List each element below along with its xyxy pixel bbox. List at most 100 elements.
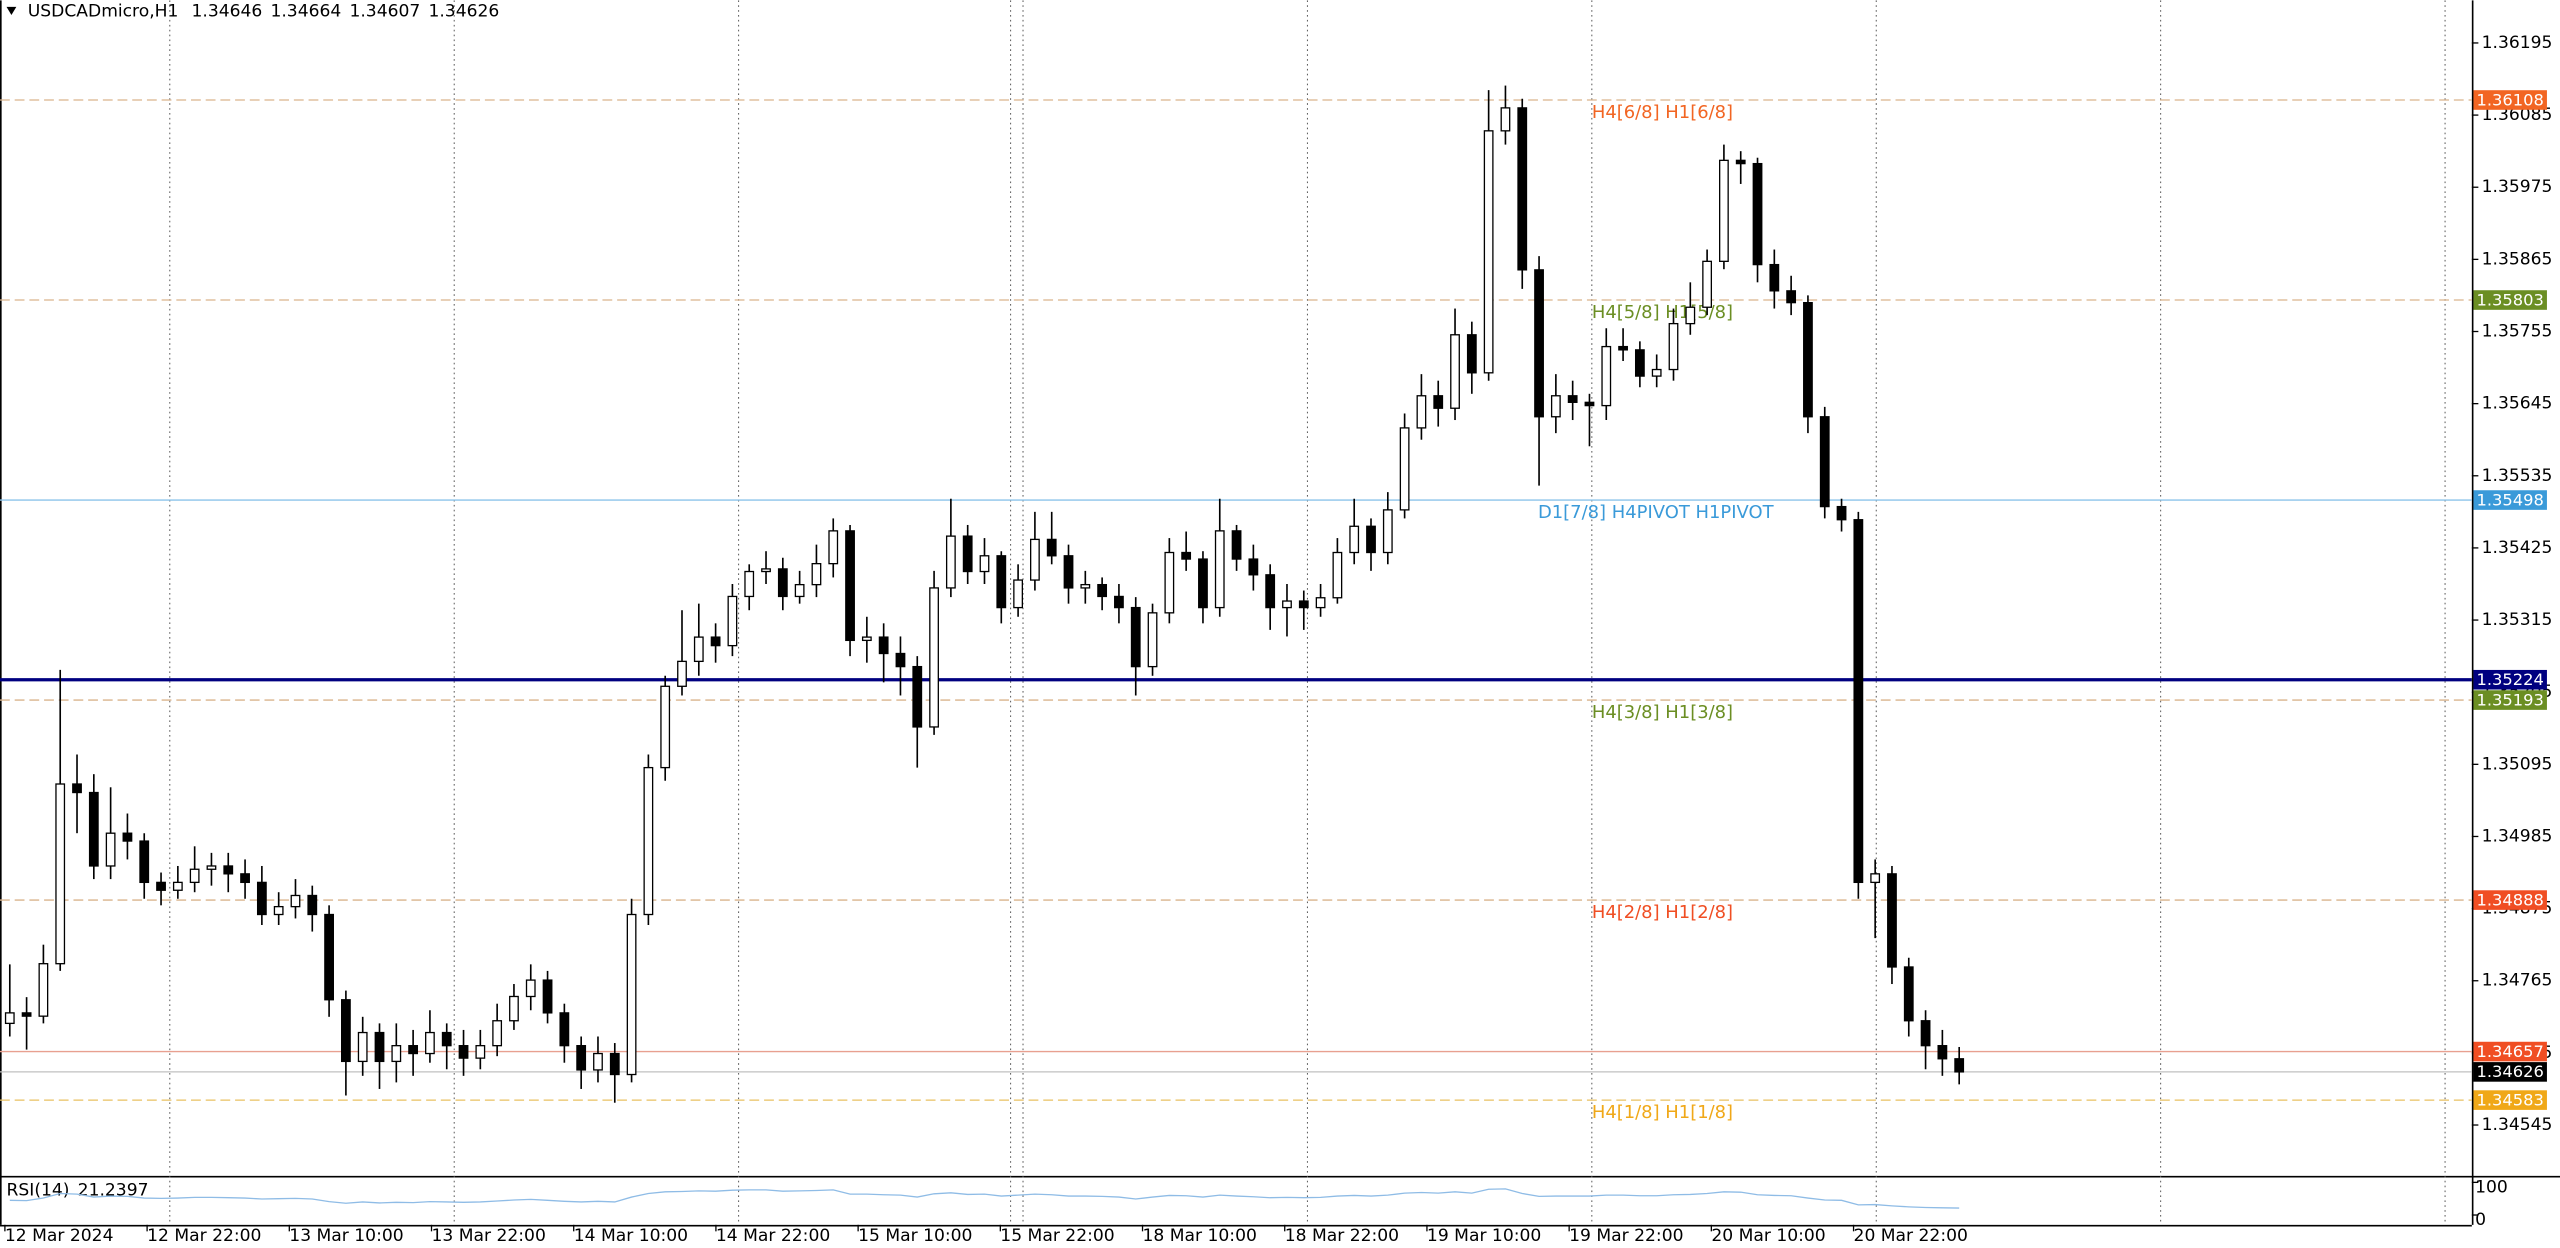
candle: [509, 984, 519, 1030]
candle: [576, 1036, 587, 1089]
candle-body: [1433, 395, 1444, 409]
candle: [1483, 90, 1494, 381]
candle-body: [1349, 525, 1360, 554]
price-box-label: 1.35498: [2476, 490, 2543, 509]
candle-body: [408, 1045, 419, 1055]
candle: [1887, 865, 1897, 985]
candle: [38, 944, 49, 1024]
candle-body: [1080, 583, 1091, 589]
candle: [290, 879, 301, 919]
candle-body: [1013, 579, 1023, 609]
candle: [1702, 249, 1713, 316]
price-box: [2473, 890, 2547, 910]
candle-body: [542, 979, 553, 1014]
level-label: H4[3/8] H1[3/8]: [1592, 702, 1733, 723]
candle-body: [626, 913, 637, 1076]
candle: [156, 872, 166, 906]
candle-body: [256, 881, 267, 916]
candle-body: [509, 995, 519, 1022]
candle-body: [1164, 551, 1175, 614]
candle: [744, 564, 755, 611]
candle: [1534, 256, 1544, 486]
candle: [1466, 321, 1477, 394]
candle-body: [710, 636, 721, 647]
candle: [139, 833, 150, 899]
candle: [945, 498, 956, 598]
candle: [1685, 282, 1696, 335]
candle: [996, 551, 1007, 624]
level-label: H4[2/8] H1[2/8]: [1592, 902, 1733, 923]
candle: [895, 636, 906, 696]
price-box-label: 1.36108: [2476, 90, 2543, 109]
candle: [1853, 511, 1864, 899]
candle: [525, 964, 536, 1011]
y-tick-label: 1.35315: [2482, 610, 2553, 630]
candle-body: [1752, 162, 1763, 266]
candle: [206, 852, 217, 886]
candle: [122, 813, 133, 860]
candle-body: [1870, 873, 1881, 884]
x-tick-label: 19 Mar 10:00: [1427, 1226, 1541, 1246]
candle: [223, 852, 234, 893]
rsi-value: 21.2397: [78, 1181, 149, 1201]
candle-body: [1366, 525, 1376, 554]
candle: [1433, 380, 1444, 427]
candle: [1937, 1029, 1948, 1076]
candle: [1046, 511, 1057, 565]
candle: [1450, 308, 1460, 421]
candle-body: [777, 568, 788, 598]
candle-body: [1685, 306, 1696, 325]
candle: [777, 557, 788, 611]
candle-body: [206, 865, 217, 870]
candle: [4, 964, 15, 1037]
level-label: D1[7/8] H4PIVOT H1PIVOT: [1538, 502, 1775, 523]
candle-body: [609, 1052, 620, 1076]
candle: [1214, 498, 1225, 617]
price-box-label: 1.34583: [2476, 1090, 2543, 1109]
candle-body: [21, 1012, 32, 1017]
y-tick-label: 1.35425: [2482, 538, 2553, 558]
candle: [1903, 957, 1914, 1037]
candle: [1097, 577, 1108, 611]
candle: [609, 1043, 620, 1103]
close: 1.34626: [428, 2, 499, 22]
candle-body: [172, 881, 183, 891]
price-box: [2473, 490, 2547, 510]
candle-body: [1634, 349, 1645, 377]
collapse-triangle[interactable]: [6, 6, 17, 16]
candle: [1080, 570, 1091, 604]
candle: [912, 656, 923, 768]
price-box: [2473, 669, 2547, 690]
candle: [1500, 85, 1511, 145]
candle-body: [1786, 290, 1797, 304]
open: 1.34646: [191, 2, 262, 22]
price-box-label: 1.34888: [2476, 890, 2543, 909]
candle: [425, 1010, 435, 1063]
candle: [1584, 393, 1595, 447]
candle-body: [240, 873, 250, 884]
candle-body: [441, 1031, 452, 1047]
candle-body: [895, 652, 906, 668]
candle-body: [1382, 509, 1393, 554]
candle-body: [962, 535, 973, 573]
y-tick-label: 1.34765: [2482, 971, 2553, 991]
header: USDCADmicro,H1 1.34646 1.34664 1.34607 1.346…: [28, 2, 500, 22]
candle-body: [1769, 263, 1780, 292]
y-tick-label: 1.36085: [2482, 105, 2553, 125]
candle-body: [1466, 334, 1477, 374]
symbol: USDCADmicro,H1: [28, 2, 179, 22]
candle: [458, 1029, 469, 1076]
candle: [1920, 1010, 1931, 1070]
candle-body: [324, 913, 334, 1001]
candle: [1517, 98, 1528, 289]
candle: [878, 623, 889, 683]
y-tick-label: 1.34985: [2482, 826, 2553, 846]
candle: [979, 538, 990, 584]
candle-body: [1181, 551, 1192, 560]
candle: [593, 1036, 603, 1083]
candle: [1114, 583, 1124, 624]
y-tick-label: 1.35755: [2482, 322, 2553, 342]
candle-body: [1399, 427, 1410, 511]
candle-body: [1836, 505, 1847, 521]
